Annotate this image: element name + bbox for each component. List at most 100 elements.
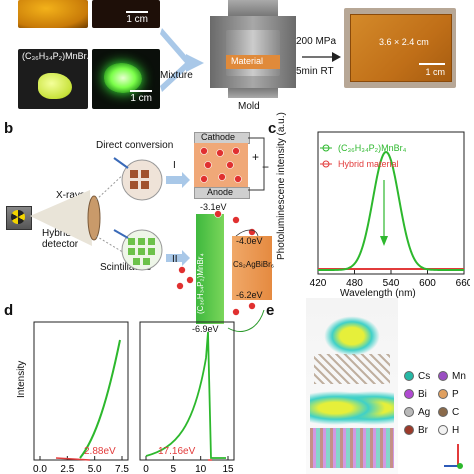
pl-x-tick-label: 660 <box>456 278 470 289</box>
pl-chart: 420 480 540 600 660 (C₃₆H₃₄P₂)MnBr₄ Hybrid m… <box>310 131 470 289</box>
panel-d-letter: d <box>4 302 14 319</box>
level-bottom: -6.9eV <box>192 324 219 334</box>
scale-bar-bottom <box>130 90 152 92</box>
legend-symbol: Cs <box>418 370 431 382</box>
ups-left-tick-label: 0.0 <box>33 464 47 474</box>
pl-x-tick-label: 540 <box>383 278 400 289</box>
legend-symbol: Mn <box>452 370 466 382</box>
scintillators-label: Scintillators <box>100 262 152 273</box>
pl-plot-frame <box>317 131 465 275</box>
mold-label: Mold <box>238 101 260 112</box>
green-band: (C₃₆H₃₄P₂)MnBr₄ <box>196 214 224 324</box>
pl-ticks: 420 480 540 600 660 <box>310 270 470 289</box>
band-carriers <box>176 210 265 332</box>
ups-left-curve <box>79 339 121 459</box>
dark-photo-top: 1 cm <box>92 0 160 28</box>
panel-e-letter: e <box>266 302 275 319</box>
pl-green-curve <box>318 150 464 271</box>
crystal-structure <box>306 298 398 474</box>
mixture-arrows <box>160 28 204 92</box>
legend-green-text: (C₃₆H₃₄P₂)MnBr₄ <box>338 143 407 153</box>
legend-symbol: Ag <box>418 406 431 418</box>
press-arrow <box>302 52 341 62</box>
axis-indicator <box>444 444 463 469</box>
press-bottom <box>228 88 278 98</box>
cathode-label: Cathode <box>201 132 236 142</box>
film-scale-bar <box>419 63 445 65</box>
plus-sign: + <box>252 150 260 164</box>
pl-x-tick-label: 480 <box>346 278 363 289</box>
hybrid-detector-label: Hybrid detector <box>42 228 79 250</box>
ups-right-curve <box>145 331 226 459</box>
scale-bar-top <box>126 11 148 13</box>
roman-two: II <box>172 254 178 265</box>
legend-item-ag: Ag <box>404 405 438 420</box>
ups-right-tick-label: 5 <box>171 464 177 474</box>
level-mid: -4.0eV <box>236 236 263 246</box>
legend-symbol: P <box>452 388 459 400</box>
radiation-icon <box>11 210 25 224</box>
atom-dot-icon <box>404 389 414 399</box>
compound-label-a: (C₃₆H₃₄P₂)MnBr₄ <box>22 51 91 61</box>
panel-c-ylabel: Photoluminescene intensity (a.u.) <box>276 112 287 260</box>
legend-red-text: Hybrid material <box>338 159 399 169</box>
scale-label-bottom: 1 cm <box>130 93 152 104</box>
legend-item-p: P <box>438 387 472 402</box>
xrays-label: X-rays <box>56 190 85 201</box>
detector-diagram <box>30 157 190 271</box>
direct-conversion-label: Direct conversion <box>96 140 174 151</box>
time-label: 5min RT <box>296 66 334 77</box>
pl-x-tick-label: 600 <box>419 278 436 289</box>
press-inner <box>226 30 280 76</box>
inorganic-layer <box>310 428 394 468</box>
legend-symbol: Br <box>418 424 428 436</box>
panel-b-letter: b <box>4 120 14 137</box>
film-photo: 3.6 × 2.4 cm 1 cm <box>344 8 456 88</box>
mixture-label: Mixture <box>160 70 193 81</box>
atom-dot-icon <box>438 371 448 381</box>
ups-right-tick-label: 0 <box>143 464 149 474</box>
legend-item-br: Br <box>404 423 438 438</box>
scale-label-top: 1 cm <box>126 14 148 25</box>
legend-item-h: H <box>438 423 472 438</box>
pl-arrow-head <box>380 236 388 246</box>
ups-right-tick-label: 15 <box>222 464 234 474</box>
legend-item-mn: Mn <box>438 369 472 384</box>
atom-dot-icon <box>438 389 448 399</box>
pressure-label: 200 MPa <box>296 36 337 47</box>
anode-bar: Anode <box>194 187 250 199</box>
ups-right-tick-label: 10 <box>195 464 207 474</box>
green-glow-photo: 1 cm <box>92 49 160 109</box>
ups-left-fit <box>55 457 91 461</box>
atom-dot-icon <box>404 407 414 417</box>
ups-left-frame <box>33 321 129 461</box>
legend-item-cs: Cs <box>404 369 438 384</box>
ups-chart: 0.0 2.5 5.0 7.5 0 5 10 15 2.88eV 17.16eV <box>33 321 235 474</box>
film-sample: 3.6 × 2.4 cm 1 cm <box>350 14 452 82</box>
panel-c-xlabel: Wavelength (nm) <box>340 288 416 299</box>
atom-dot-icon <box>438 425 448 435</box>
material-layer: Material <box>226 55 280 69</box>
atom-dot-icon <box>404 371 414 381</box>
legend-item-c: C <box>438 405 472 420</box>
roman-one: I <box>173 160 176 171</box>
orange-powder-photo <box>18 0 88 28</box>
cs-band-label: Cs₂AgBiBr₆ <box>233 260 275 269</box>
press-top <box>228 0 278 16</box>
anode-label: Anode <box>207 187 234 197</box>
ups-right-frame <box>139 321 235 461</box>
film-scale-label: 1 cm <box>425 67 445 77</box>
atom-dot-icon <box>438 407 448 417</box>
charge-carriers <box>200 147 242 183</box>
legend-symbol: C <box>452 406 460 418</box>
radiation-source <box>6 206 32 230</box>
mn-organic-layer <box>314 354 390 384</box>
element-legend: Cs Mn Bi P Ag C Br H <box>404 368 474 440</box>
circuit-line <box>248 137 265 191</box>
legend-symbol: Bi <box>418 388 427 400</box>
level-low: -6.2eV <box>236 290 263 300</box>
pl-x-tick-label: 420 <box>310 278 327 289</box>
ups-left-tick-label: 7.5 <box>115 464 129 474</box>
legend-item-bi: Bi <box>404 387 438 402</box>
cs-band: Cs₂AgBiBr₆ <box>232 236 275 300</box>
